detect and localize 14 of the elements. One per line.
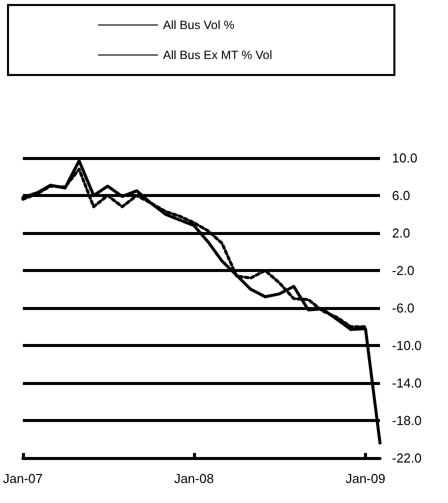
y-tick-label: 2.0 bbox=[392, 226, 410, 240]
legend-label: All Bus Ex MT % Vol bbox=[163, 48, 272, 62]
y-tick-label: -6.0 bbox=[392, 300, 414, 316]
x-tick-label: Jan-07 bbox=[3, 471, 43, 486]
y-tick-label: -10.0 bbox=[392, 338, 422, 353]
y-tick-label: -2.0 bbox=[392, 263, 414, 278]
y-tick-label: 10.0 bbox=[392, 150, 418, 166]
x-tick-label: Jan-09 bbox=[346, 471, 386, 486]
x-tick-label: Jan-08 bbox=[174, 471, 214, 486]
legend-label: All Bus Vol % bbox=[163, 18, 235, 32]
y-tick-label: -18.0 bbox=[392, 413, 422, 428]
y-tick-label: 6.0 bbox=[392, 188, 410, 203]
y-tick-label: -22.0 bbox=[392, 450, 422, 466]
y-tick-label: -14.0 bbox=[392, 376, 422, 390]
